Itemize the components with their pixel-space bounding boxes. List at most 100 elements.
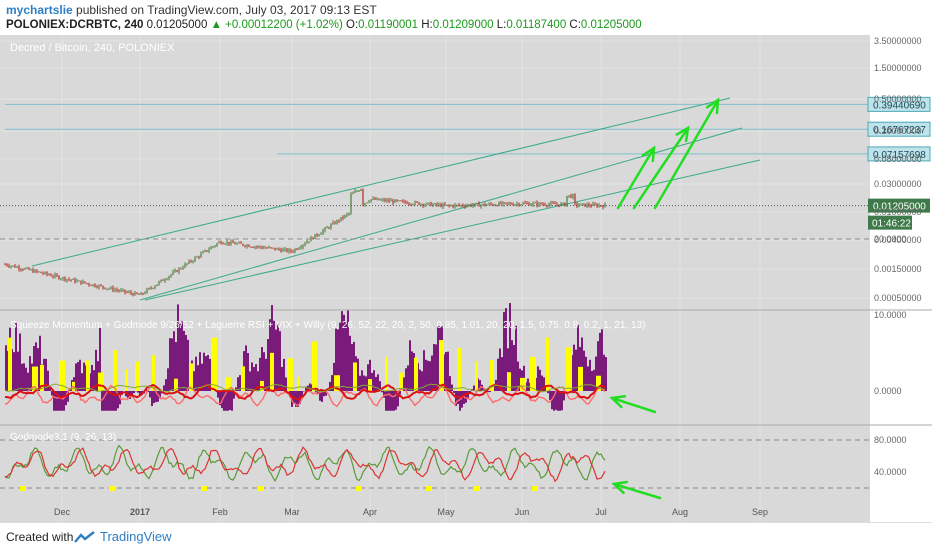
candle-body: [478, 203, 479, 206]
candle-body: [544, 204, 545, 205]
x-tick-label: Jul: [595, 507, 607, 517]
candle-body: [394, 200, 395, 203]
candle-body: [510, 203, 511, 204]
candle-body: [400, 200, 401, 201]
candle-body: [200, 253, 201, 256]
candle-body: [74, 279, 75, 282]
candle-body: [320, 233, 321, 234]
squeeze-bar: [137, 391, 139, 393]
squeeze-bar: [177, 304, 179, 391]
candle-body: [494, 205, 495, 206]
vix-bar: [566, 347, 572, 391]
squeeze-bar: [25, 368, 27, 391]
squeeze-bar: [153, 391, 155, 403]
candle-body: [30, 270, 31, 271]
chart-area[interactable]: Decred / Bitcoin, 240, POLONIEX 0.394406…: [0, 35, 932, 522]
candle-body: [588, 204, 589, 206]
candle-body: [316, 234, 317, 235]
squeeze-bar: [229, 391, 231, 410]
squeeze-bar: [277, 324, 279, 391]
candle-body: [404, 201, 405, 202]
created-with-label: Created with: [6, 530, 73, 544]
candle-body: [584, 204, 585, 207]
price-tick-label: 0.01000000: [874, 207, 922, 217]
candle-body: [300, 247, 301, 248]
candle-body: [28, 268, 29, 270]
tradingview-brand[interactable]: TradingView: [100, 529, 172, 544]
candle-body: [226, 242, 227, 244]
squeeze-bar: [265, 359, 267, 391]
candle-body: [576, 203, 577, 205]
candle-body: [12, 266, 13, 267]
vix-bar: [125, 369, 128, 391]
author-link[interactable]: mychartslie: [6, 3, 73, 17]
candle-body: [306, 242, 307, 244]
candle-body: [352, 193, 353, 194]
countdown-label: 01:46:22: [872, 219, 911, 230]
candle-body: [180, 268, 181, 269]
squeeze-bar: [267, 339, 269, 391]
candle-body: [268, 247, 269, 248]
candle-body: [66, 279, 67, 280]
candle-body: [492, 204, 493, 205]
candle-body: [56, 275, 57, 276]
candle-body: [280, 250, 281, 252]
squeeze-bar: [151, 391, 153, 406]
squeeze-bar: [29, 356, 31, 391]
squeeze-bar: [47, 371, 49, 391]
candle-body: [286, 249, 287, 252]
candle-body: [216, 243, 217, 245]
candle-body: [118, 290, 119, 291]
candle-body: [420, 204, 421, 205]
price-tick-label: 1.50000000: [874, 63, 922, 73]
x-tick-label: Mar: [284, 507, 300, 517]
squeeze-bar: [227, 391, 229, 411]
candle-body: [72, 279, 73, 280]
candle-body: [410, 204, 411, 205]
candle-body: [224, 244, 225, 245]
price-tick-label: 0.03000000: [874, 179, 922, 189]
candle-body: [482, 204, 483, 205]
open-label: O:: [346, 19, 358, 31]
candle-body: [334, 222, 335, 223]
candle-body: [382, 199, 383, 200]
candle-body: [526, 203, 527, 204]
squeeze-tick-label: 0.0000: [874, 386, 902, 396]
candle-body: [32, 270, 33, 273]
candle-body: [148, 288, 149, 289]
x-tick-label: May: [437, 507, 455, 517]
candle-body: [296, 249, 297, 250]
candle-body: [534, 202, 535, 203]
candle-body: [210, 247, 211, 249]
candle-body: [390, 200, 391, 201]
squeeze-bar: [251, 362, 253, 391]
candle-body: [554, 203, 555, 204]
candle-body: [402, 201, 403, 202]
candle-body: [246, 245, 247, 246]
candle-body: [80, 281, 81, 284]
candle-body: [512, 204, 513, 205]
candle-body: [110, 287, 111, 288]
candle-body: [354, 191, 355, 193]
candle-body: [412, 204, 413, 205]
squeeze-bar: [435, 344, 437, 391]
candle-body: [16, 267, 17, 268]
squeeze-bar: [453, 391, 455, 393]
price-tick-label: 0.00150000: [874, 264, 922, 274]
x-tick-label: Dec: [54, 507, 71, 517]
godmode-extreme-mark: [532, 486, 538, 491]
candle-body: [130, 292, 131, 294]
squeeze-bar: [61, 391, 63, 411]
candle-body: [396, 200, 397, 201]
candle-body: [106, 289, 107, 290]
squeeze-bar: [407, 366, 409, 391]
candle-body: [90, 285, 91, 286]
squeeze-bar: [199, 352, 201, 391]
vix-bar: [530, 357, 536, 391]
candle-body: [476, 203, 477, 204]
last-price: 0.01205000: [147, 19, 208, 31]
candle-body: [598, 205, 599, 206]
candle-body: [288, 249, 289, 251]
candle-body: [528, 203, 529, 205]
squeeze-bar: [63, 391, 65, 411]
